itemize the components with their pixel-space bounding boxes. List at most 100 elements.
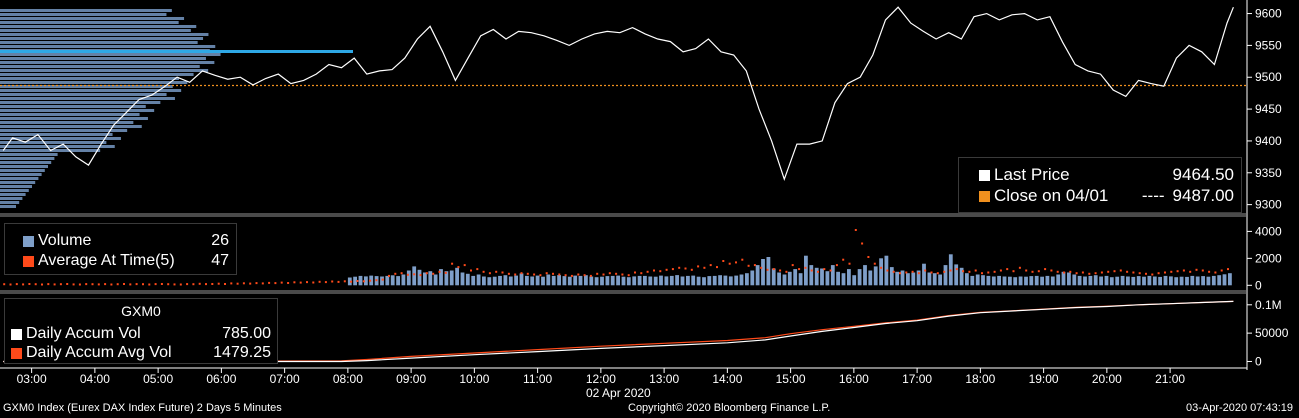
avg-at-time-marker [1145, 272, 1147, 275]
volume-bar [1050, 276, 1055, 286]
volume-bar [1195, 276, 1200, 286]
avg-at-time-marker [772, 268, 775, 271]
volume-bar [1040, 276, 1044, 286]
profile-bar [0, 177, 39, 180]
avg-at-time-marker [665, 268, 668, 271]
profile-poc-bar [0, 50, 353, 53]
avg-at-time-marker [722, 260, 725, 262]
avg-at-time-marker [955, 268, 958, 271]
volume-bar [465, 273, 470, 286]
legend-avg-at-time: Average At Time(5) 47 [23, 252, 229, 270]
volume-bar [525, 275, 529, 286]
volume-bar [771, 268, 776, 286]
avg-at-time-marker [110, 283, 113, 286]
footer-left: GXM0 Index (Eurex DAX Index Future) 2 Da… [3, 402, 282, 414]
volume-bar [734, 275, 739, 286]
avg-at-time-marker [526, 272, 529, 275]
volume-bar [589, 276, 594, 286]
avg-at-time-marker [306, 281, 308, 284]
avg-at-time-marker [741, 258, 744, 261]
volume-bar [943, 265, 948, 286]
date-label: 02 Apr 2020 [586, 386, 651, 400]
volume-bar [1088, 275, 1093, 286]
avg-at-time-marker [1018, 266, 1021, 269]
avg-at-time-marker [615, 272, 618, 275]
close-swatch [979, 190, 990, 202]
daily-accum-vol-line [3, 300, 1234, 363]
volume-bar [804, 255, 808, 286]
avg-at-time-marker [703, 266, 706, 269]
volume-bar [541, 276, 545, 286]
avg-at-time-marker [129, 283, 132, 286]
avg-at-time-marker [1132, 271, 1135, 274]
profile-bar [0, 157, 55, 160]
avg-at-time-marker [1088, 272, 1091, 275]
avg-at-time-marker [930, 271, 933, 274]
legend-daily-accum-avg-vol: Daily Accum Avg Vol 1479.25 [11, 344, 271, 362]
volume-tick-label: 2000 [1255, 251, 1282, 265]
avg-at-time-marker [142, 283, 144, 286]
volume-bar [836, 271, 840, 286]
profile-bar [0, 129, 128, 132]
volume-bar [1034, 275, 1039, 286]
panel-divider-2[interactable] [0, 290, 1246, 294]
profile-bar [0, 105, 146, 108]
avg-at-time-marker [331, 280, 334, 283]
avg-at-time-marker [659, 270, 662, 273]
avg-at-time-marker [362, 280, 365, 283]
profile-bar [0, 33, 209, 36]
avg-at-time-marker [735, 261, 737, 264]
price-tick-label: 9500 [1255, 70, 1282, 84]
footer-center: Copyright© 2020 Bloomberg Finance L.P. [628, 402, 831, 414]
x-tick-label: 17:00 [902, 372, 932, 386]
volume-bar [696, 276, 701, 286]
volume-bar [739, 274, 744, 286]
volume-bar [1169, 276, 1173, 286]
avg-at-time-marker [570, 274, 573, 277]
volume-bar [691, 275, 696, 286]
x-tick-label: 06:00 [206, 372, 236, 386]
avg-at-time-marker [78, 283, 81, 286]
avg-at-time-marker [148, 283, 151, 286]
volume-legend: Volume 26 Average At Time(5) 47 [4, 223, 237, 275]
avg-at-time-marker [47, 283, 50, 286]
volume-bar [906, 273, 910, 286]
avg-at-time-marker [1081, 271, 1084, 274]
ticker-title: GXM0 [121, 303, 161, 319]
legend-close: Close on 04/01 ---- 9487.00 [979, 186, 1234, 206]
avg-at-time-marker [1025, 269, 1028, 272]
avg-at-time-marker [375, 279, 378, 282]
avg-at-time-marker [160, 283, 163, 285]
avg-at-time-marker [867, 256, 870, 258]
price-tick-label: 9350 [1255, 166, 1282, 180]
avg-at-time-marker [785, 270, 788, 273]
profile-bar [0, 93, 167, 96]
avg-at-time-marker [1069, 270, 1072, 273]
volume-bar [449, 270, 454, 286]
profile-bar [0, 109, 155, 112]
avg-at-time-marker [198, 282, 201, 285]
volume-bar [1093, 275, 1098, 286]
avg-at-time-marker [135, 283, 138, 286]
price-tick-label: 9600 [1255, 7, 1282, 21]
avg-at-time-marker [28, 283, 31, 285]
volume-bar [546, 274, 551, 286]
avg-at-time-marker [53, 283, 56, 286]
volume-bar [847, 269, 851, 286]
profile-bar [0, 73, 194, 76]
avg-at-time-marker [1050, 269, 1053, 272]
avg-at-time-marker [1063, 271, 1065, 274]
avg-at-time-marker [9, 283, 12, 286]
volume-bar [364, 276, 368, 286]
panel-divider-1[interactable] [0, 213, 1246, 217]
volume-bar [514, 275, 518, 286]
avg-at-time-marker [224, 283, 226, 285]
volume-bar [423, 272, 427, 286]
avg-at-time-marker [192, 283, 195, 286]
avg-at-time-marker [444, 271, 447, 274]
volume-bar [745, 273, 749, 286]
avg-at-time-marker [236, 282, 239, 285]
avg-at-time-marker [999, 269, 1002, 272]
volume-bar [498, 275, 502, 286]
volume-bar [1217, 275, 1222, 286]
